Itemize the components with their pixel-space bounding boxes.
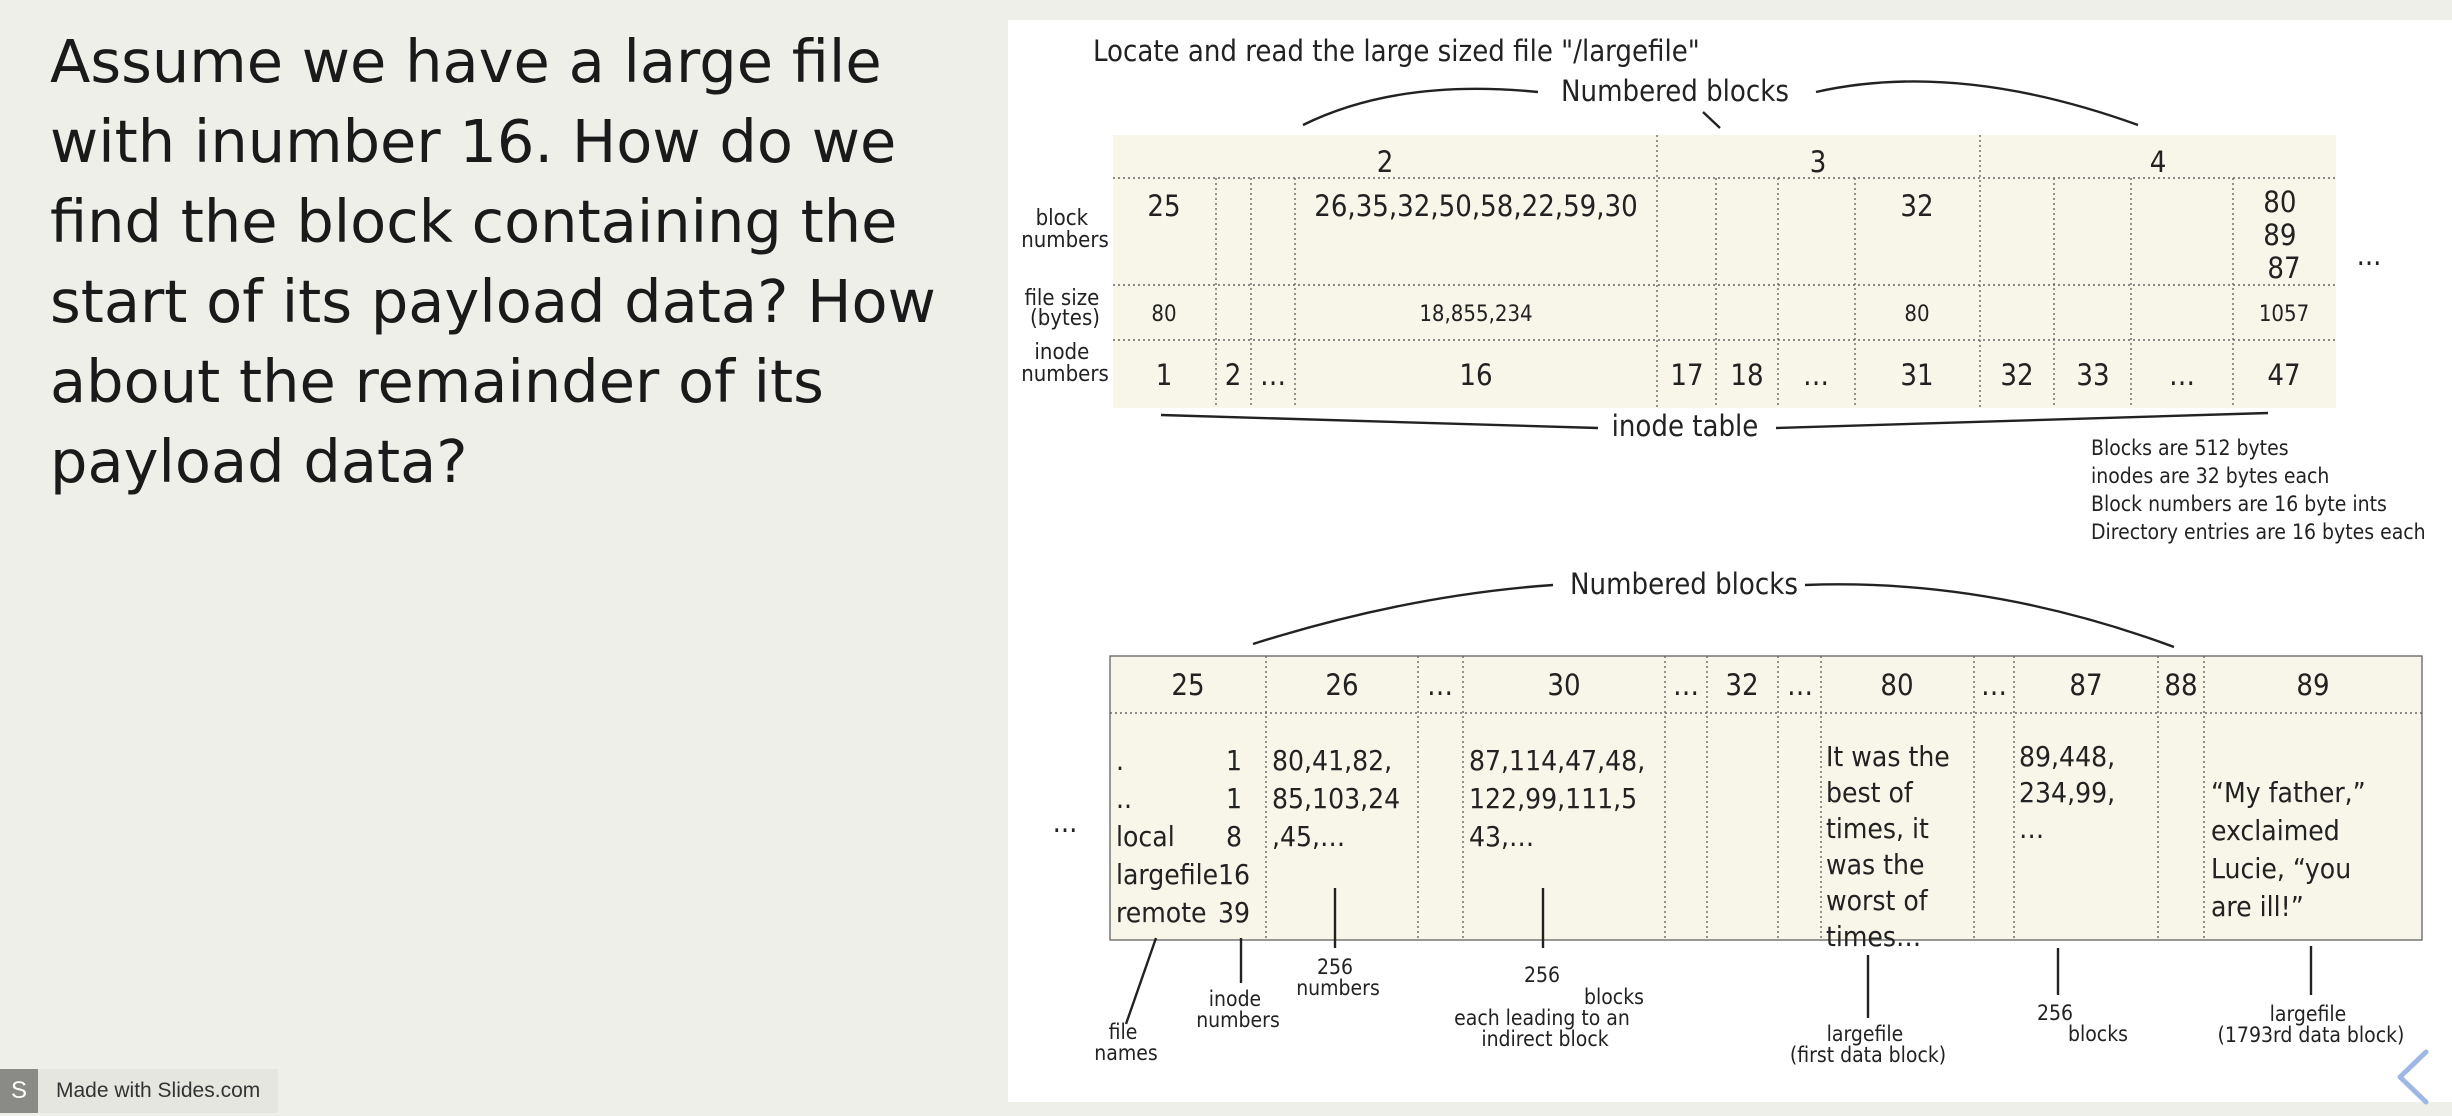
inode-number-ellipsis-2: … [1803,358,1829,392]
top-brace-label: Numbered blocks [1561,74,1789,108]
block-80-contents: It was the best of times, it was the wor… [1826,740,1958,953]
dir-entry-inode: 1 [1226,782,1242,815]
file-size-inode-1: 80 [1151,302,1176,327]
inode-table-brace [1160,411,2269,430]
data-block-header-30: 30 [1547,668,1580,702]
block-89-contents: “My father,” exclaimed Lucie, “you are i… [2211,776,2374,923]
data-block-header-80: 80 [1880,668,1913,702]
data-block-header-89: 89 [2296,668,2329,702]
file-size-inode-47: 1057 [2259,302,2309,327]
note-block-number-size: Block numbers are 16 byte ints [2091,492,2387,516]
previous-slide-icon[interactable] [2386,1046,2442,1108]
block-numbers-inode-47: 80 89 87 [2263,185,2305,285]
block-87-contents: 89,448, 234,99, … [2019,740,2123,845]
bottom-brace [1252,583,2175,649]
directory-entries: . 1 .. 1 local 8 largefile 16 remote 39 [1116,744,1250,929]
row-label-inode-numbers: inode numbers [1021,340,1109,387]
annotation-file-names: file names [1094,1020,1157,1065]
annotation-block-89: largefile (1793rd data block) [2218,1002,2405,1047]
inode-number-ellipsis-3: … [2169,358,2195,392]
row-label-block-numbers: block numbers [1021,206,1109,253]
dir-entry-name: remote [1116,896,1207,929]
note-block-size: Blocks are 512 bytes [2091,436,2289,460]
annotation-inode-numbers: inode numbers [1196,987,1280,1032]
made-with-slides-badge[interactable]: S Made with Slides.com [0,1069,279,1113]
block-numbers-inode-31: 32 [1900,189,1933,223]
inode-table [1113,135,2336,408]
inode-number-1: 1 [1156,358,1173,392]
block-header-2: 2 [1377,145,1394,179]
note-inode-size: inodes are 32 bytes each [2091,464,2329,488]
data-block-header-88: 88 [2164,668,2197,702]
block-numbers-inode-1: 25 [1147,189,1180,223]
file-size-inode-31: 80 [1904,302,1929,327]
data-block-header-ellipsis-3: … [1787,668,1813,702]
made-with-label: Made with Slides.com [38,1069,279,1113]
inode-number-33: 33 [2076,358,2109,392]
block-30-contents: 87,114,47,48, 122,99,111,5 43,… [1469,744,1653,853]
diagram-caption: Locate and read the large sized file "/l… [1093,34,1700,68]
dir-entry-name: local [1116,820,1175,853]
data-block-header-ellipsis-1: … [1427,668,1453,702]
annotation-block-26: 256 numbers [1296,955,1380,1000]
block-header-3: 3 [1810,145,1827,179]
dir-entry-inode: 16 [1218,858,1250,891]
diagram-panel: Locate and read the large sized file "/l… [1008,20,2452,1102]
inode-number-ellipsis-1: … [1260,358,1286,392]
bottom-left-ellipsis: ... [1053,805,1078,839]
data-block-header-ellipsis-4: … [1981,668,2007,702]
annotation-block-30: 256 blocks each leading to an indirect b… [1454,963,1650,1051]
top-right-ellipsis: ... [2357,238,2382,272]
notes: Blocks are 512 bytes inodes are 32 bytes… [2091,436,2426,544]
data-block-header-87: 87 [2069,668,2102,702]
dir-entry-name: largefile [1116,858,1218,891]
filesystem-diagram: Locate and read the large sized file "/l… [1021,34,2426,1067]
inode-number-2: 2 [1225,358,1242,392]
note-directory-entry-size: Directory entries are 16 bytes each [2091,520,2426,544]
dir-entry-name: .. [1116,782,1132,815]
annotation-block-87: 256 blocks [2037,1001,2128,1046]
inode-number-47: 47 [2267,358,2300,392]
data-block-header-26: 26 [1325,668,1358,702]
data-block-header-ellipsis-2: … [1673,668,1699,702]
block-26-contents: 80,41,82, 85,103,24 ,45,… [1272,744,1408,853]
data-block-header-32: 32 [1725,668,1758,702]
dir-entry-name: . [1116,744,1124,777]
block-header-4: 4 [2150,145,2167,179]
block-numbers-inode-16: 26,35,32,50,58,22,59,30 [1314,189,1638,223]
question-text: Assume we have a large file with inumber… [50,27,936,496]
inode-number-16: 16 [1459,358,1492,392]
data-blocks-table [1109,655,2423,941]
row-label-file-size: file size (bytes) [1024,286,1105,331]
inode-number-31: 31 [1900,358,1933,392]
dir-entry-inode: 1 [1226,744,1242,777]
inode-number-32: 32 [2000,358,2033,392]
dir-entry-inode: 8 [1226,820,1242,853]
annotation-lines [1124,888,2313,1025]
top-brace [1302,80,2139,129]
inode-table-label: inode table [1612,409,1759,443]
annotation-block-80: largefile (first data block) [1790,1022,1946,1067]
file-size-inode-16: 18,855,234 [1419,302,1532,327]
data-block-header-25: 25 [1171,668,1204,702]
dir-entry-inode: 39 [1218,896,1250,929]
inode-number-18: 18 [1730,358,1763,392]
slides-logo: S [0,1069,38,1113]
inode-number-17: 17 [1670,358,1703,392]
bottom-brace-label: Numbered blocks [1570,567,1798,601]
